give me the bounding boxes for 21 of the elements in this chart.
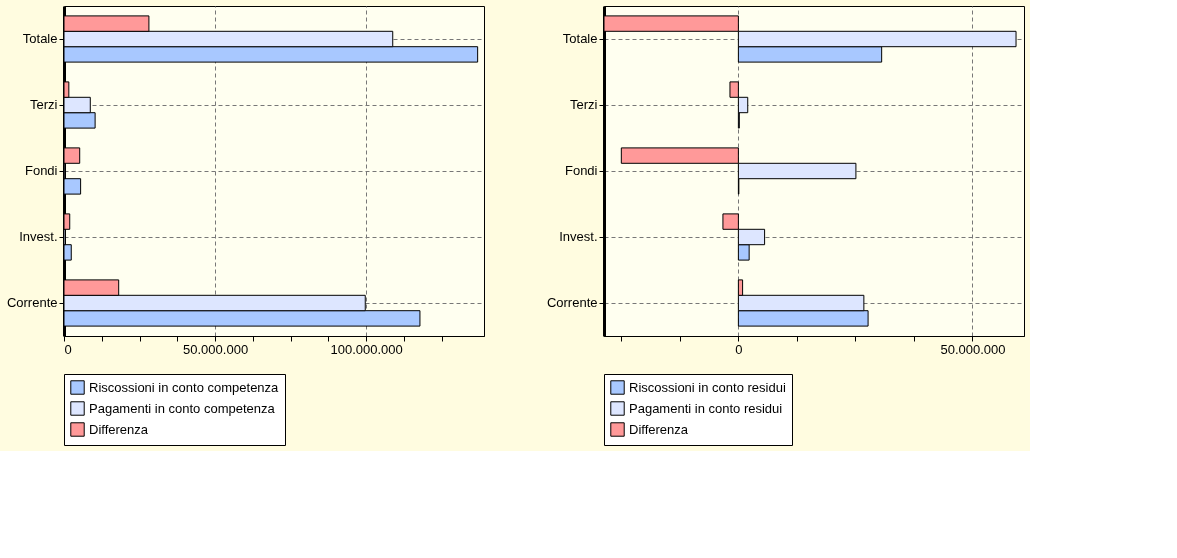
legend-label: Differenza [629,421,689,437]
y-tick-label: Totale [562,31,598,46]
x-tick-label: 100.000.000 [330,341,403,357]
y-tick-label: Fondi [564,163,598,178]
legend-label: Differenza [89,421,149,437]
y-tick-label: Corrente [6,295,58,310]
x-tick-label: 0 [735,341,743,357]
legend-label: Riscossioni in conto competenza [89,379,280,395]
y-tick-label: Corrente [546,295,598,310]
y-tick-label: Totale [22,31,58,46]
y-tick-label: Terzi [30,97,58,112]
x-tick-label: 50.000.000 [183,341,249,357]
legend-label: Pagamenti in conto competenza [89,400,276,416]
y-tick-label: Terzi [570,97,598,112]
legend-label: Riscossioni in conto residui [629,379,786,395]
y-tick-label: Fondi [24,163,58,178]
y-tick-label: Invest. [19,229,58,244]
legend-label: Pagamenti in conto residui [629,400,783,416]
x-tick-label: 0 [64,341,72,357]
x-tick-label: 50.000.000 [940,341,1006,357]
y-tick-label: Invest. [559,229,598,244]
